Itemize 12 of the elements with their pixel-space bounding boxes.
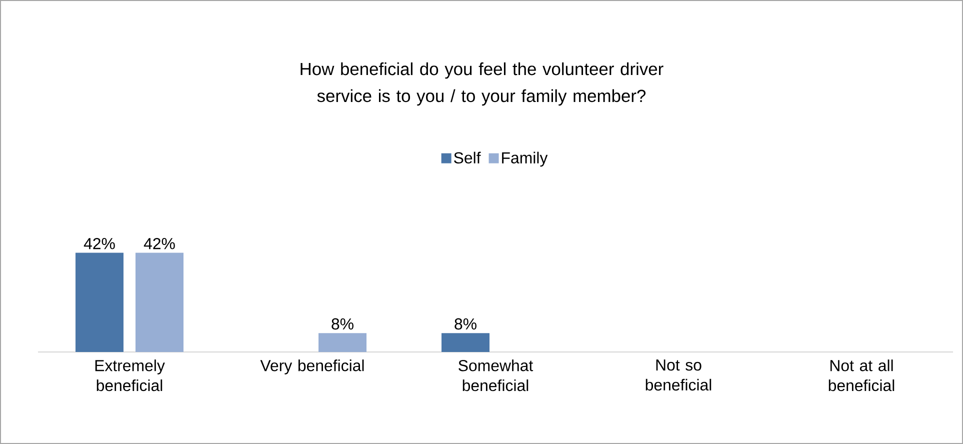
data-label: 8% <box>454 318 476 330</box>
legend-label: Self <box>454 152 481 164</box>
chart-title: How beneficial do you feel the volunteer driver service is to you / to your family member? <box>300 62 664 106</box>
data-label: 8% <box>332 318 354 330</box>
x-tick-label: Somewhat beneficial <box>458 360 534 392</box>
x-tick-label: Very beneficial <box>260 360 364 374</box>
x-tick-label: Extremely beneficial <box>95 360 165 392</box>
x-tick-label: Not so beneficial <box>646 360 712 391</box>
legend-label: Family <box>502 152 548 167</box>
data-label: 42% <box>84 238 115 250</box>
x-tick-label: Not at all beneficial <box>828 360 894 392</box>
data-label: 42% <box>144 238 175 250</box>
